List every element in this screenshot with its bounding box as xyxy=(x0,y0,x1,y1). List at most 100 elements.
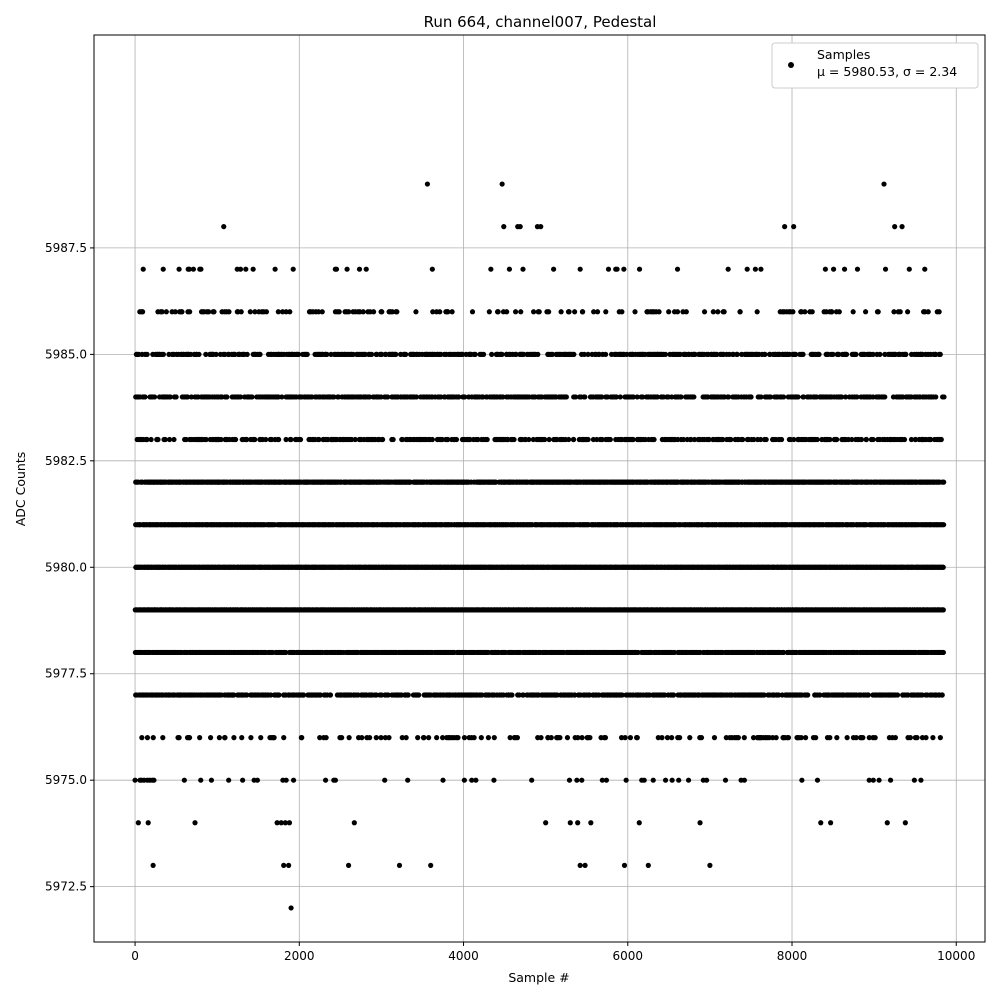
data-point xyxy=(937,735,943,741)
data-point xyxy=(478,735,484,741)
data-point xyxy=(941,522,947,528)
data-point xyxy=(887,777,894,783)
data-point xyxy=(171,436,177,443)
data-point xyxy=(485,735,492,741)
data-point xyxy=(378,735,384,741)
data-point xyxy=(870,777,876,783)
data-point xyxy=(542,436,548,443)
data-point xyxy=(636,820,642,826)
data-point xyxy=(501,224,507,230)
data-point xyxy=(373,735,379,741)
data-point xyxy=(359,735,365,741)
data-point xyxy=(135,820,141,826)
data-point xyxy=(761,692,767,698)
data-point xyxy=(244,692,250,698)
data-point xyxy=(587,735,593,741)
data-point xyxy=(283,649,289,656)
data-point xyxy=(941,479,947,485)
data-point xyxy=(677,735,683,741)
data-point xyxy=(491,735,497,741)
data-point xyxy=(382,735,388,741)
data-point xyxy=(150,862,156,868)
data-point xyxy=(817,692,823,698)
data-point xyxy=(791,224,797,230)
data-point xyxy=(579,735,585,741)
data-point xyxy=(711,735,718,741)
data-point xyxy=(283,777,289,783)
data-point xyxy=(571,436,577,443)
data-point xyxy=(208,777,215,783)
data-point xyxy=(453,436,460,443)
data-point xyxy=(181,777,187,783)
data-point xyxy=(619,692,625,698)
data-point xyxy=(232,436,239,443)
data-point xyxy=(151,777,157,783)
data-point xyxy=(575,820,581,826)
data-point xyxy=(919,692,925,698)
data-point xyxy=(268,692,274,698)
data-point xyxy=(507,735,513,741)
data-point xyxy=(876,777,882,783)
data-point xyxy=(579,777,585,783)
data-point xyxy=(216,735,222,741)
data-point xyxy=(778,436,785,443)
data-point xyxy=(405,777,411,783)
data-point xyxy=(155,436,161,443)
data-point xyxy=(469,777,475,783)
data-point xyxy=(239,735,245,741)
data-point xyxy=(346,735,352,741)
data-point xyxy=(805,692,811,698)
data-point xyxy=(144,735,151,741)
data-point xyxy=(740,436,746,443)
data-point xyxy=(415,735,421,741)
data-point xyxy=(741,735,747,741)
data-point xyxy=(884,820,890,826)
data-point xyxy=(322,777,329,783)
data-point xyxy=(802,735,809,741)
data-point xyxy=(380,436,386,443)
data-point xyxy=(894,692,901,698)
data-point xyxy=(461,777,467,783)
data-point xyxy=(641,777,647,783)
data-point xyxy=(828,820,834,826)
data-point xyxy=(299,735,305,741)
data-point xyxy=(373,692,379,698)
data-point xyxy=(271,735,277,741)
data-point xyxy=(930,735,936,741)
data-point xyxy=(254,777,261,783)
data-point xyxy=(566,436,572,443)
data-point xyxy=(491,777,497,783)
data-point xyxy=(345,862,352,868)
data-point xyxy=(627,735,634,741)
data-point xyxy=(814,777,821,783)
data-point xyxy=(914,735,920,741)
data-point xyxy=(676,777,682,783)
data-point xyxy=(288,436,294,443)
data-point xyxy=(577,862,583,868)
data-point xyxy=(586,692,592,698)
data-point xyxy=(697,820,703,826)
data-point xyxy=(176,735,182,741)
data-point xyxy=(281,735,287,741)
data-point xyxy=(317,692,323,698)
data-point xyxy=(434,735,440,741)
data-point xyxy=(651,436,657,443)
data-point xyxy=(473,777,479,783)
data-point xyxy=(278,820,284,826)
data-point xyxy=(276,436,282,443)
data-point xyxy=(286,862,292,868)
data-point xyxy=(566,777,573,783)
data-point xyxy=(892,735,898,741)
data-point xyxy=(865,692,871,698)
chart-title: Run 664, channel007, Pedestal xyxy=(424,13,657,31)
data-point xyxy=(186,735,193,741)
data-point xyxy=(645,862,651,868)
data-point xyxy=(516,692,522,698)
data-point xyxy=(618,735,625,741)
data-point xyxy=(511,436,517,443)
data-point xyxy=(390,436,396,443)
data-point xyxy=(290,777,297,783)
data-point xyxy=(602,735,609,741)
